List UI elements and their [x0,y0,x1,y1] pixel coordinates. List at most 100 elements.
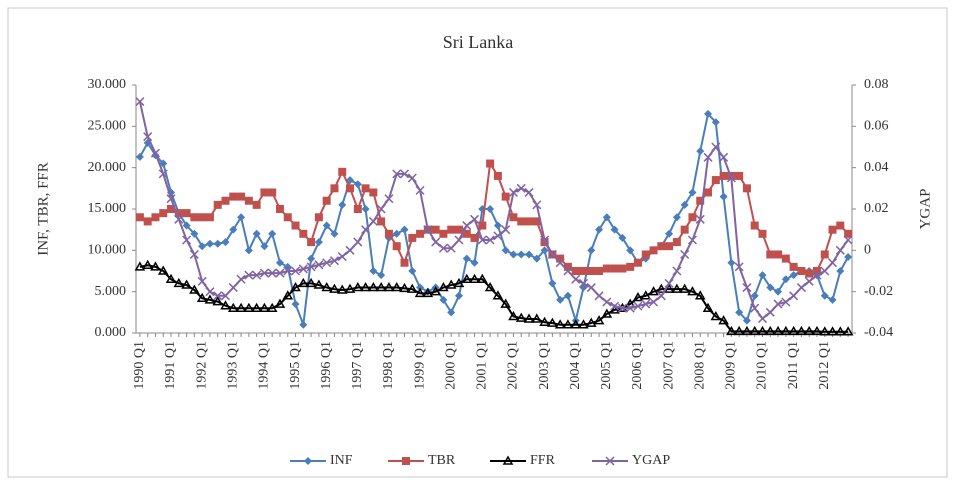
marker [556,254,565,263]
y-tick-label: 20.000 [88,160,127,175]
marker [781,275,790,284]
marker [486,205,495,213]
marker [414,287,426,298]
legend-label: YGAP [632,453,670,468]
marker [555,258,565,268]
marker [540,246,549,255]
marker [462,254,471,263]
y2-tick-label: -0.02 [864,284,893,299]
marker [711,118,720,127]
marker [811,325,823,336]
marker [618,233,627,242]
marker [742,184,751,193]
marker [407,173,417,183]
marker [213,239,222,248]
marker [392,229,401,238]
marker [453,277,465,288]
marker [688,188,697,197]
x-tick-label: 1999 Q1 [412,341,427,390]
marker [781,254,790,263]
x-tick-label: 2005 Q1 [599,341,614,390]
marker [268,229,277,238]
marker [626,262,635,271]
marker [842,326,854,336]
marker [633,301,643,311]
x-tick-label: 2008 Q1 [692,341,707,390]
marker [742,283,752,293]
marker [672,266,682,276]
marker [805,269,814,278]
marker [484,282,496,292]
marker [150,148,160,158]
marker [227,302,239,312]
marker [493,221,502,230]
marker [844,252,853,261]
marker [174,209,183,218]
marker [531,313,543,323]
x-tick-label: 2011 Q1 [786,341,801,389]
marker [563,291,572,300]
marker [321,282,332,292]
marker [462,229,471,238]
marker [719,192,728,201]
marker [299,320,308,329]
marker [361,225,371,235]
legend-item: YGAP [592,453,670,468]
marker [664,278,674,288]
marker [244,196,253,205]
marker [260,242,269,251]
y2-tick-label: 0.02 [864,201,889,216]
marker [142,259,153,269]
marker [369,188,378,197]
y2-tick-label: 0 [864,243,871,258]
marker [695,214,705,224]
marker [820,250,829,259]
marker [298,277,309,288]
chart-title: Sri Lanka [443,32,513,52]
x-tick-label: 1997 Q1 [350,341,365,390]
marker [492,290,504,300]
marker [291,266,301,276]
marker [275,268,285,278]
marker [796,325,807,336]
marker [587,267,596,275]
marker [454,291,463,300]
marker [812,267,821,275]
marker [213,200,222,209]
y2-tick-label: -0.04 [864,325,893,340]
marker [586,283,596,293]
legend-label: TBR [428,453,456,468]
marker [532,200,542,210]
marker [766,250,775,259]
marker [213,291,223,301]
marker [688,213,697,222]
marker [307,238,316,247]
marker [196,292,208,303]
marker [228,283,238,293]
marker [757,325,768,336]
marker [657,242,666,251]
marker [469,273,480,284]
marker [204,294,216,304]
marker [517,250,526,259]
legend-item: TBR [388,453,456,468]
marker [322,196,331,205]
marker [361,184,370,193]
marker [322,258,332,268]
marker [346,184,355,193]
x-tick-label: 1994 Q1 [257,341,272,390]
marker [282,290,294,300]
marker [151,213,160,222]
marker [252,200,261,209]
marker [501,225,511,235]
marker [338,167,347,176]
marker [221,196,230,205]
marker [524,187,534,197]
marker [501,246,510,255]
marker [157,265,169,275]
marker [797,267,806,275]
marker [820,291,829,300]
marker [470,233,479,242]
marker [266,302,278,312]
legend-label: INF [330,453,353,468]
